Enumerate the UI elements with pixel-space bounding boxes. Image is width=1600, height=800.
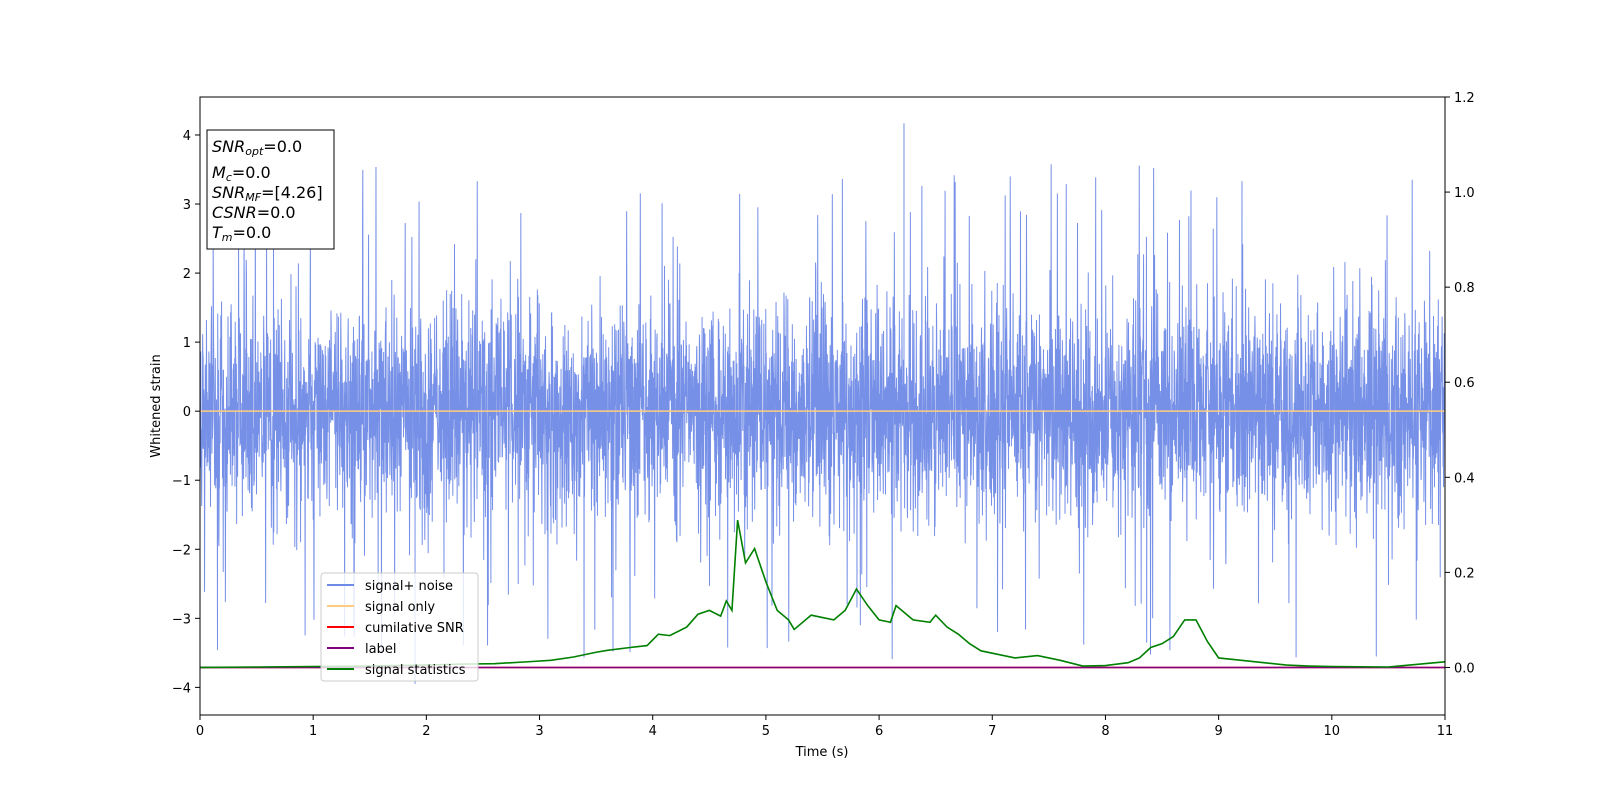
info-box: SNRopt=0.0 Mc=0.0 SNRMF=[4.26] CSNR=0.0 … — [206, 129, 335, 250]
y-left-tick-label-7: 3 — [183, 198, 191, 213]
series-signal-statistics — [200, 519, 1445, 669]
x-axis-label: Time (s) — [795, 745, 849, 760]
y-right-tick-label-2: 0.4 — [1454, 471, 1475, 486]
y-left-tick-label-1: −3 — [172, 612, 191, 627]
legend-frame — [320, 572, 479, 682]
legend-label-signal-only: signal only — [365, 600, 435, 615]
x-tick-label-9: 9 — [1214, 724, 1222, 739]
series-layer — [200, 123, 1445, 684]
legend: signal+ noise signal only cumilative SNR la… — [320, 572, 479, 682]
info-csnr: CSNR=0.0 — [212, 203, 296, 222]
info-snr-opt: SNRopt=0.0 — [212, 137, 302, 158]
y-left-tick-label-0: −4 — [172, 681, 191, 696]
legend-label-cumilative-snr: cumilative SNR — [365, 621, 464, 636]
info-snr-mf: SNRMF=[4.26] — [212, 183, 323, 204]
x-tick-label-6: 6 — [875, 724, 883, 739]
y-right-tick-label-0: 0.0 — [1454, 661, 1475, 676]
y-left-tick-label-4: 0 — [183, 405, 191, 420]
y-left-tick-label-5: 1 — [183, 336, 191, 351]
y-right-tick-label-6: 1.2 — [1454, 91, 1475, 106]
legend-entries: signal+ noise signal only cumilative SNR la… — [327, 579, 466, 678]
y-right-tick-label-4: 0.8 — [1454, 281, 1475, 296]
x-tick-label-4: 4 — [649, 724, 657, 739]
x-tick-label-1: 1 — [309, 724, 317, 739]
x-tick-label-11: 11 — [1437, 724, 1454, 739]
info-box-frame — [206, 129, 335, 250]
x-tick-label-8: 8 — [1101, 724, 1109, 739]
y-right-tick-label-3: 0.6 — [1454, 376, 1475, 391]
plot-frame — [199, 96, 1446, 716]
x-tick-label-10: 10 — [1324, 724, 1341, 739]
series-clip-group — [200, 123, 1445, 684]
x-tick-label-5: 5 — [762, 724, 770, 739]
info-mc: Mc=0.0 — [212, 163, 271, 184]
x-tick-label-7: 7 — [988, 724, 996, 739]
y-left-tick-label-8: 4 — [183, 129, 191, 144]
y-axis-label: Whitened strain — [149, 354, 164, 457]
y-left-tick-label-2: −2 — [172, 543, 191, 558]
y-right-tick-label-1: 0.2 — [1454, 566, 1475, 581]
y-right-tick-label-5: 1.0 — [1454, 186, 1475, 201]
x-tick-label-2: 2 — [422, 724, 430, 739]
x-tick-label-0: 0 — [196, 724, 204, 739]
x-tick-label-3: 3 — [535, 724, 543, 739]
y-left-tick-label-3: −1 — [172, 474, 191, 489]
legend-label-signal-statistics: signal statistics — [365, 663, 466, 678]
y-left-tick-label-6: 2 — [183, 267, 191, 282]
info-tm: Tm=0.0 — [212, 223, 271, 244]
ticks-layer: 0 1 2 3 4 5 6 7 8 9 10 11 −4 −3 −2 −1 0 1 2 3 4 0.0 0.2 0.4 0.6 0… — [172, 91, 1475, 739]
legend-label-label: label — [365, 642, 396, 657]
legend-label-signal-noise: signal+ noise — [365, 579, 453, 594]
